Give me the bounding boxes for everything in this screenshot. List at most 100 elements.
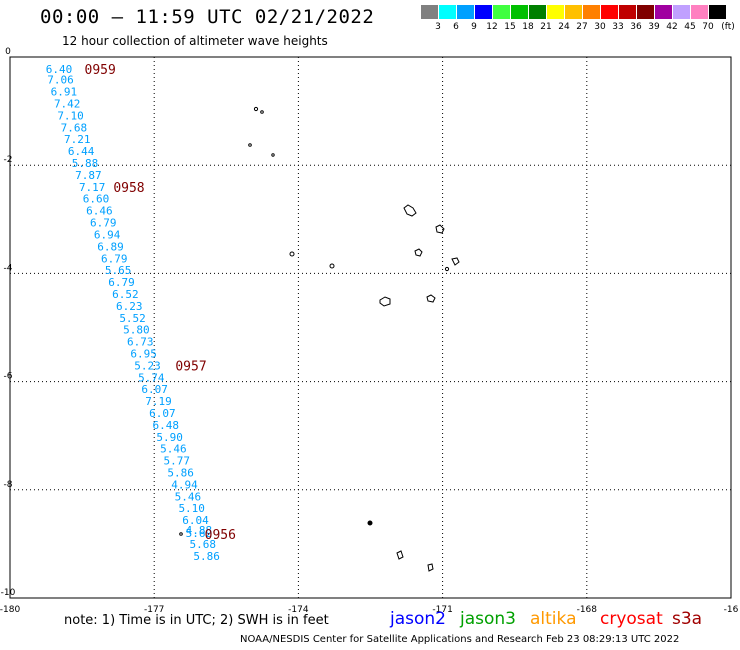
swh-label: 5.62	[186, 527, 213, 540]
satellite-jason2: jason2	[390, 609, 446, 629]
swh-label: 6.07	[149, 407, 176, 420]
time-label: 0957	[175, 359, 206, 374]
page-title: 00:00 – 11:59 UTC 02/21/2022	[40, 6, 375, 28]
island-outlines	[179, 106, 460, 572]
swh-label: 6.48	[152, 419, 179, 432]
swh-label: 6.89	[97, 240, 124, 253]
legend-label: 24	[558, 22, 570, 32]
swh-label: 5.88	[72, 157, 99, 170]
island-outline	[271, 153, 275, 157]
x-tick-label: -16	[724, 605, 739, 615]
credit-line: NOAA/NESDIS Center for Satellite Applica…	[240, 634, 680, 645]
island-outline	[248, 143, 252, 147]
legend-swatch	[547, 5, 564, 19]
swh-label: 7.68	[61, 121, 88, 134]
swh-label: 6.73	[127, 336, 154, 349]
footnote: note: 1) Time is in UTC; 2) SWH is in fe…	[64, 613, 329, 628]
island-outline	[396, 550, 404, 560]
x-tick-label: -174	[288, 605, 309, 615]
time-label: 0958	[113, 181, 144, 196]
island-outline	[435, 224, 445, 234]
y-tick-label: -10	[1, 588, 16, 598]
legend-swatch	[439, 5, 456, 19]
legend-label: 3	[435, 22, 441, 32]
legend-swatch	[457, 5, 474, 19]
swh-label: 7.87	[75, 169, 102, 182]
swh-label: 6.91	[51, 86, 78, 99]
x-tick-label: -180	[0, 605, 20, 615]
time-label: 0959	[85, 63, 116, 78]
swh-label: 6.52	[112, 288, 139, 301]
swh-label: 6.23	[116, 300, 143, 313]
legend-swatch	[601, 5, 618, 19]
swh-label: 5.90	[156, 431, 183, 444]
x-tick-label: -177	[144, 605, 164, 615]
swh-label: 6.79	[90, 217, 117, 230]
swh-label: 5.52	[119, 312, 146, 325]
swh-label: 6.07	[141, 383, 168, 396]
legend-label: 21	[540, 22, 552, 32]
island-outline	[451, 257, 460, 266]
legend-unit: (ft)	[721, 22, 735, 32]
satellite-cryosat: cryosat	[600, 609, 663, 629]
legend-swatch	[475, 5, 492, 19]
y-tick-label: 0	[5, 47, 11, 57]
legend-swatch	[565, 5, 582, 19]
island-outline	[403, 204, 417, 217]
y-tick-label: -8	[4, 480, 13, 490]
swh-label: 7.19	[145, 395, 172, 408]
satellite-s3a: s3a	[672, 609, 703, 629]
swh-label: 7.17	[79, 181, 106, 194]
x-tick-label: -171	[432, 605, 452, 615]
legend-swatch	[673, 5, 690, 19]
swh-label: 7.06	[47, 74, 74, 87]
y-tick-label: -6	[4, 372, 13, 382]
island-outline	[426, 294, 436, 303]
swh-label: 4.88	[186, 524, 213, 537]
legend-label: 39	[648, 22, 660, 32]
swh-label: 6.60	[83, 193, 110, 206]
swh-label: 6.04	[182, 514, 209, 527]
swh-label: 7.42	[54, 98, 81, 111]
island-outline	[329, 263, 335, 269]
legend-label: 9	[471, 22, 477, 32]
swh-label: 6.46	[86, 205, 113, 218]
swh-label: 5.74	[138, 371, 165, 384]
satellite-altika: altika	[530, 609, 577, 629]
legend-swatch	[691, 5, 708, 19]
legend-label: 15	[504, 22, 516, 32]
legend-label: 18	[522, 22, 534, 32]
time-label: 0956	[205, 528, 236, 543]
swh-label: 4.94	[171, 478, 198, 491]
legend-swatch	[619, 5, 636, 19]
legend-swatch	[583, 5, 600, 19]
page-subtitle: 12 hour collection of altimeter wave hei…	[62, 34, 328, 48]
legend-label: 33	[612, 22, 624, 32]
island-outline	[260, 110, 264, 114]
y-tick-label: -2	[4, 155, 13, 165]
island-outline	[379, 296, 391, 307]
swh-label: 6.40	[46, 63, 73, 76]
swh-label: 6.79	[108, 276, 135, 289]
y-tick-label: -4	[4, 263, 13, 273]
legend-swatch	[529, 5, 546, 19]
swh-label: 5.46	[175, 490, 202, 503]
swh-label: 6.79	[101, 252, 128, 265]
legend-label: 30	[594, 22, 606, 32]
island-outline	[427, 563, 434, 572]
swh-label: 5.77	[164, 455, 191, 468]
legend-label: 70	[702, 22, 714, 32]
legend-swatch	[637, 5, 654, 19]
swh-label: 7.10	[57, 109, 84, 122]
plot-frame	[9, 56, 732, 599]
swh-label: 5.65	[105, 264, 132, 277]
legend-label: 12	[486, 22, 498, 32]
legend-swatch	[421, 5, 438, 19]
island-outline	[414, 248, 423, 257]
swh-label: 5.10	[178, 502, 205, 515]
swh-label: 7.21	[64, 133, 91, 146]
swh-label: 5.86	[193, 550, 220, 563]
swh-label: 5.46	[160, 443, 187, 456]
island-outline	[253, 106, 259, 112]
